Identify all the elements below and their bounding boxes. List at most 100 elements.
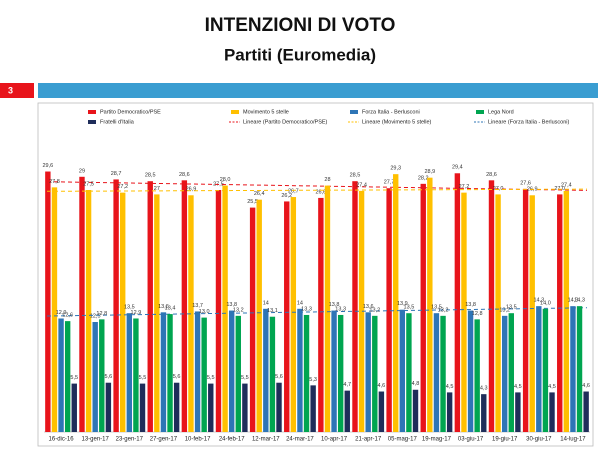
bar bbox=[222, 185, 228, 432]
data-label: 26,4 bbox=[254, 191, 265, 197]
x-tick-label: 24-feb-17 bbox=[219, 437, 245, 443]
data-label: 13,0 bbox=[199, 309, 210, 315]
bar bbox=[208, 383, 214, 432]
bar bbox=[501, 315, 508, 432]
bar bbox=[201, 317, 207, 432]
bar bbox=[105, 382, 112, 432]
bar bbox=[64, 321, 71, 432]
data-label: 14,3 bbox=[568, 298, 579, 304]
bar bbox=[79, 176, 85, 432]
data-label: 26,9 bbox=[186, 187, 197, 193]
data-label: 28,7 bbox=[111, 171, 122, 177]
bar bbox=[331, 310, 337, 432]
data-label: 13,8 bbox=[226, 302, 237, 308]
bar bbox=[126, 313, 133, 432]
data-label: 5,5 bbox=[70, 375, 78, 381]
data-label: 12,5 bbox=[90, 313, 101, 319]
data-label: 13,5 bbox=[404, 305, 415, 311]
bar bbox=[297, 308, 303, 432]
data-label: 13,2 bbox=[499, 307, 510, 313]
data-label: 4,6 bbox=[582, 383, 590, 389]
data-label: 13,7 bbox=[192, 303, 203, 309]
data-label: 14 bbox=[263, 300, 269, 306]
bar bbox=[337, 314, 344, 432]
bar bbox=[358, 190, 365, 432]
bar bbox=[352, 181, 358, 432]
bar bbox=[570, 306, 576, 432]
bar bbox=[536, 306, 542, 432]
bar bbox=[344, 390, 350, 432]
bar bbox=[167, 314, 173, 432]
slide-title: INTENZIONI DI VOTO bbox=[205, 15, 396, 36]
bar bbox=[412, 389, 419, 432]
x-tick-label: 12-mar-17 bbox=[252, 437, 280, 443]
data-label: 12,8 bbox=[472, 311, 483, 317]
x-tick-label: 14-lug-17 bbox=[560, 437, 586, 443]
legend-label: Lineare (Forza Italia - Berlusconi) bbox=[488, 119, 569, 125]
trend-line bbox=[46, 307, 588, 317]
bar bbox=[276, 382, 282, 432]
data-label: 27,8 bbox=[49, 179, 60, 185]
data-label: 13,4 bbox=[165, 306, 176, 312]
x-tick-label: 13-gen-17 bbox=[82, 437, 110, 443]
bar bbox=[427, 177, 433, 432]
legend-swatch bbox=[476, 110, 484, 114]
bar bbox=[303, 314, 310, 432]
data-label: 5,6 bbox=[105, 374, 113, 380]
legend-swatch bbox=[231, 110, 239, 114]
data-label: 13,2 bbox=[438, 307, 449, 313]
legend-label: Fratelli d'Italia bbox=[100, 119, 135, 125]
x-tick-label: 21-apr-17 bbox=[355, 437, 382, 443]
slide-number-box bbox=[0, 83, 34, 98]
bar bbox=[454, 173, 461, 432]
bar bbox=[318, 197, 324, 432]
legend-swatch bbox=[350, 110, 358, 114]
data-label: 27,4 bbox=[561, 182, 572, 188]
data-label: 13,5 bbox=[124, 305, 135, 311]
data-label: 4,3 bbox=[480, 386, 488, 392]
bar bbox=[372, 315, 378, 432]
bar bbox=[461, 192, 467, 432]
bar bbox=[433, 313, 440, 432]
x-tick-label: 03-giu-17 bbox=[458, 437, 484, 443]
bar bbox=[563, 190, 570, 432]
legend-label: Partito Democratico/PSE bbox=[100, 109, 161, 115]
data-label: 12,9 bbox=[131, 310, 142, 316]
data-label: 27,5 bbox=[83, 181, 94, 187]
bar bbox=[386, 188, 392, 432]
data-label: 4,6 bbox=[378, 383, 386, 389]
bar bbox=[481, 394, 487, 432]
data-label: 14,3 bbox=[574, 298, 585, 304]
bar bbox=[269, 316, 276, 432]
data-label: 27,7 bbox=[384, 180, 395, 186]
data-label: 12,8 bbox=[96, 311, 107, 317]
bar bbox=[85, 190, 92, 432]
x-tick-label: 05-mag-17 bbox=[388, 437, 418, 443]
data-label: 14 bbox=[297, 300, 303, 306]
bar bbox=[71, 383, 77, 432]
x-tick-label: 27-gen-17 bbox=[150, 437, 178, 443]
data-label: 28,0 bbox=[220, 177, 231, 183]
bar bbox=[576, 306, 583, 432]
data-label: 28,2 bbox=[418, 175, 429, 181]
data-label: 27 bbox=[154, 186, 160, 192]
bar bbox=[557, 194, 563, 432]
bar bbox=[549, 392, 555, 432]
legend-label: Lineare (Partito Democratico/PSE) bbox=[243, 119, 328, 125]
data-label: 29,6 bbox=[43, 163, 54, 169]
data-label: 13,6 bbox=[158, 304, 169, 310]
data-label: 5,5 bbox=[207, 375, 215, 381]
data-label: 26,2 bbox=[281, 193, 292, 199]
bar bbox=[446, 392, 453, 432]
data-label: 27,6 bbox=[520, 181, 531, 187]
legend-label: Movimento 5 stelle bbox=[243, 109, 289, 115]
bar bbox=[215, 190, 222, 432]
bar bbox=[488, 180, 495, 432]
bar bbox=[194, 311, 201, 432]
bar bbox=[495, 194, 501, 432]
bar bbox=[45, 171, 51, 432]
x-tick-label: 23-gen-17 bbox=[116, 437, 144, 443]
bar bbox=[133, 318, 139, 432]
bar bbox=[324, 185, 331, 432]
